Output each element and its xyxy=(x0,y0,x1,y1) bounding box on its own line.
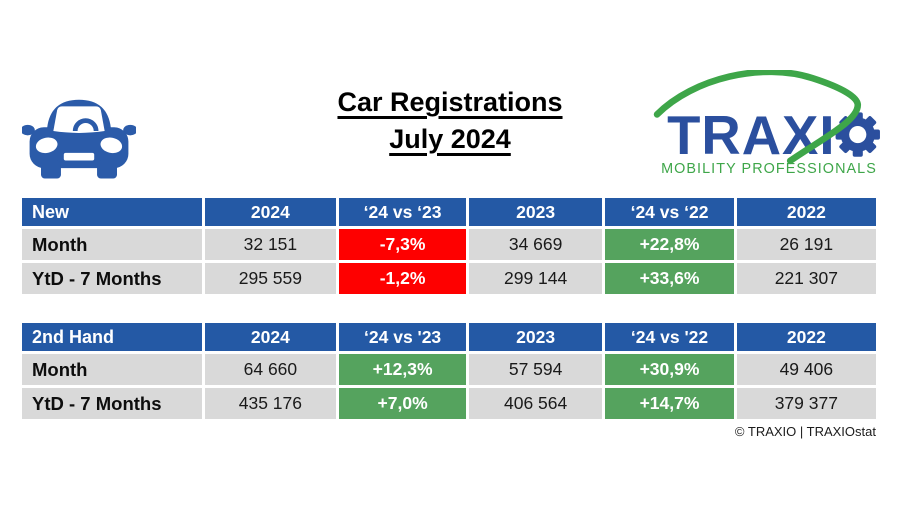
header-cell-24vs22: ‘24 vs '22 xyxy=(605,323,734,351)
table-row: Month 64 660 +12,3% 57 594 +30,9% 49 406 xyxy=(22,354,876,385)
value-cell: 34 669 xyxy=(468,229,603,260)
table-header-row: New 2024 ‘24 vs ‘23 2023 ‘24 vs ‘22 2022 xyxy=(22,198,876,226)
header-cell-2024: 2024 xyxy=(204,198,337,226)
header-cell-2023: 2023 xyxy=(468,323,603,351)
registrations-table-secondhand: 2nd Hand 2024 ‘24 vs '23 2023 ‘24 vs '22… xyxy=(19,320,879,422)
value-cell: 406 564 xyxy=(468,388,603,419)
header-cell-2023: 2023 xyxy=(468,198,603,226)
delta-cell: +30,9% xyxy=(605,354,734,385)
title-line1: Car Registrations xyxy=(337,87,563,117)
header-cell-2022: 2022 xyxy=(736,323,876,351)
header-cell-new: New xyxy=(22,198,202,226)
delta-cell: +12,3% xyxy=(339,354,466,385)
row-label: YtD - 7 Months xyxy=(22,388,202,419)
value-cell: 57 594 xyxy=(468,354,603,385)
header-cell-24vs23: ‘24 vs ‘23 xyxy=(339,198,466,226)
row-label: Month xyxy=(22,229,202,260)
delta-cell: +7,0% xyxy=(339,388,466,419)
title-line2: July 2024 xyxy=(389,124,511,154)
header-cell-2024: 2024 xyxy=(204,323,337,351)
swoosh-arc xyxy=(653,70,862,165)
table-row: YtD - 7 Months 435 176 +7,0% 406 564 +14… xyxy=(22,388,876,419)
traxio-logo: TRAXI MOBILITY PROFESSIONALS xyxy=(653,70,880,176)
value-cell: 26 191 xyxy=(736,229,876,260)
value-cell: 295 559 xyxy=(204,263,337,294)
header-cell-24vs22: ‘24 vs ‘22 xyxy=(605,198,734,226)
value-cell: 299 144 xyxy=(468,263,603,294)
value-cell: 32 151 xyxy=(204,229,337,260)
delta-cell: +22,8% xyxy=(605,229,734,260)
value-cell: 49 406 xyxy=(736,354,876,385)
row-label: YtD - 7 Months xyxy=(22,263,202,294)
table-header-row: 2nd Hand 2024 ‘24 vs '23 2023 ‘24 vs '22… xyxy=(22,323,876,351)
gear-icon xyxy=(835,112,880,157)
value-cell: 435 176 xyxy=(204,388,337,419)
car-front-icon xyxy=(22,99,136,179)
header-cell-24vs23: ‘24 vs '23 xyxy=(339,323,466,351)
table-row: YtD - 7 Months 295 559 -1,2% 299 144 +33… xyxy=(22,263,876,294)
logo-tagline: MOBILITY PROFESSIONALS xyxy=(661,160,877,176)
registrations-table-new: New 2024 ‘24 vs ‘23 2023 ‘24 vs ‘22 2022… xyxy=(19,195,879,297)
value-cell: 64 660 xyxy=(204,354,337,385)
logo-wordmark: TRAXI xyxy=(667,105,835,166)
page-title: Car Registrations July 2024 xyxy=(250,84,650,158)
row-label: Month xyxy=(22,354,202,385)
delta-cell: -1,2% xyxy=(339,263,466,294)
delta-cell: +33,6% xyxy=(605,263,734,294)
table-row: Month 32 151 -7,3% 34 669 +22,8% 26 191 xyxy=(22,229,876,260)
delta-cell: -7,3% xyxy=(339,229,466,260)
credit-text: © TRAXIO | TRAXIOstat xyxy=(734,424,876,439)
value-cell: 221 307 xyxy=(736,263,876,294)
value-cell: 379 377 xyxy=(736,388,876,419)
delta-cell: +14,7% xyxy=(605,388,734,419)
header-cell-2ndhand: 2nd Hand xyxy=(22,323,202,351)
header-cell-2022: 2022 xyxy=(736,198,876,226)
